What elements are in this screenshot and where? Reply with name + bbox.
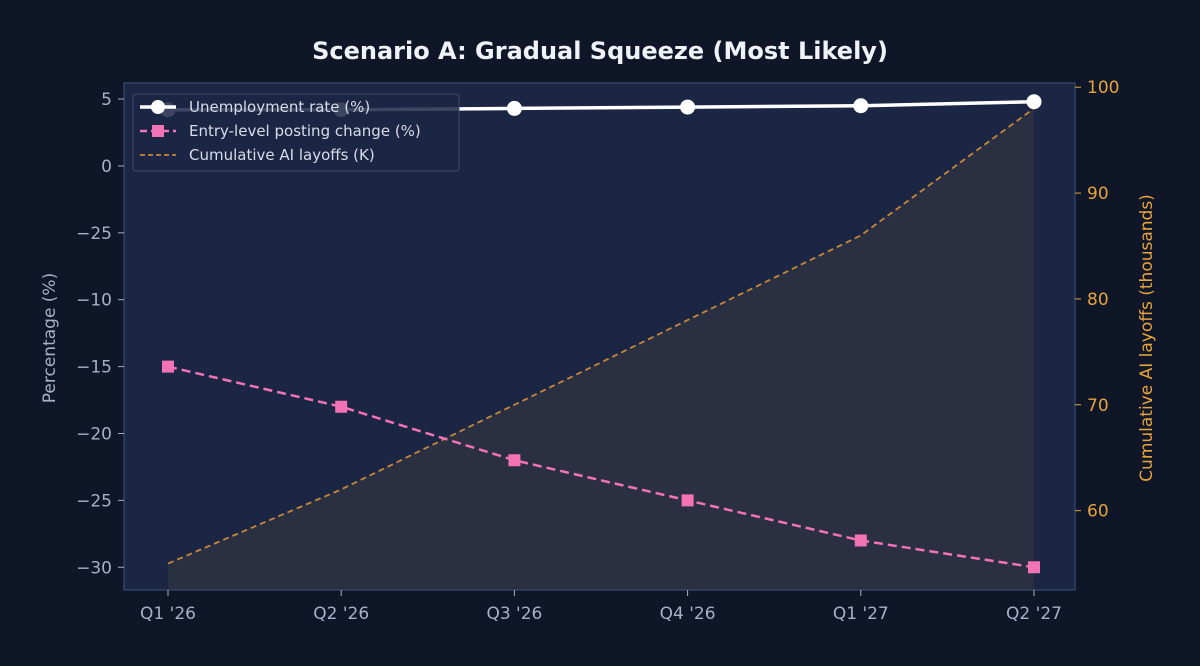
x-tick-label: Q2 '26 [313, 604, 369, 624]
series-fill-cumulative-ai-layoffs-k [168, 108, 1034, 590]
legend-label-cumulative-ai-layoffs-k: Cumulative AI layoffs (K) [189, 146, 375, 164]
legend-label-unemployment-rate: Unemployment rate (%) [189, 98, 370, 116]
left-tick-label: 5 [101, 90, 112, 110]
left-tick-label: −15 [76, 358, 112, 378]
series-point-unemployment-rate [853, 98, 869, 114]
x-tick-label: Q4 '26 [660, 604, 716, 624]
x-tick-label: Q1 '26 [140, 604, 196, 624]
series-point-entry-level-posting-change [162, 360, 174, 373]
x-tick-label: Q3 '26 [486, 604, 542, 624]
right-tick-label: 90 [1087, 184, 1109, 204]
series-line-cumulative-ai-layoffs-k [167, 107, 1035, 565]
series-point-entry-level-posting-change [335, 400, 348, 413]
right-y-axis: 100 90 80 70 60 [1075, 78, 1119, 522]
right-tick-label: 80 [1087, 290, 1109, 310]
series-point-unemployment-rate [1026, 94, 1042, 110]
series-point-entry-level-posting-change [508, 454, 521, 467]
x-axis: Q1 '26 Q2 '26 Q3 '26 Q4 '26 Q1 '27 Q2 '27 [140, 590, 1062, 624]
legend-marker-unemployment-rate [151, 100, 165, 114]
series-point-entry-level-posting-change [1028, 561, 1040, 574]
x-tick-label: Q1 '27 [833, 604, 889, 624]
legend: Unemployment rate (%) Entry-level posting… [132, 93, 460, 172]
legend-box [132, 93, 460, 172]
left-tick-label: −10 [76, 291, 112, 311]
series-line-entry-level-posting-change [167, 365, 1035, 569]
plot-border [123, 82, 1076, 591]
right-tick-label: 100 [1087, 78, 1119, 98]
left-tick-label: −30 [76, 558, 112, 578]
x-tick-label: Q2 '27 [1006, 604, 1062, 624]
left-axis-label: Percentage (%) [40, 273, 60, 403]
chart-title: Scenario A: Gradual Squeeze (Most Likely… [312, 37, 888, 65]
series-point-unemployment-rate [680, 99, 696, 115]
left-tick-label: −20 [76, 424, 112, 444]
left-y-axis: 5 0 −25 −10 −15 −20 −25 −30 [76, 90, 124, 578]
legend-label-entry-level-posting-change: Entry-level posting change (%) [189, 122, 421, 140]
left-tick-label: 0 [101, 157, 112, 177]
right-tick-label: 70 [1087, 396, 1109, 416]
left-tick-label: −25 [76, 491, 112, 511]
legend-marker-entry-level-posting-change [152, 125, 164, 137]
left-tick-label: −25 [76, 224, 112, 244]
series-point-entry-level-posting-change [681, 494, 694, 507]
series-point-entry-level-posting-change [854, 534, 867, 547]
series-point-unemployment-rate [506, 100, 522, 116]
right-axis-label: Cumulative AI layoffs (thousands) [1137, 194, 1157, 482]
right-tick-label: 60 [1087, 502, 1109, 522]
